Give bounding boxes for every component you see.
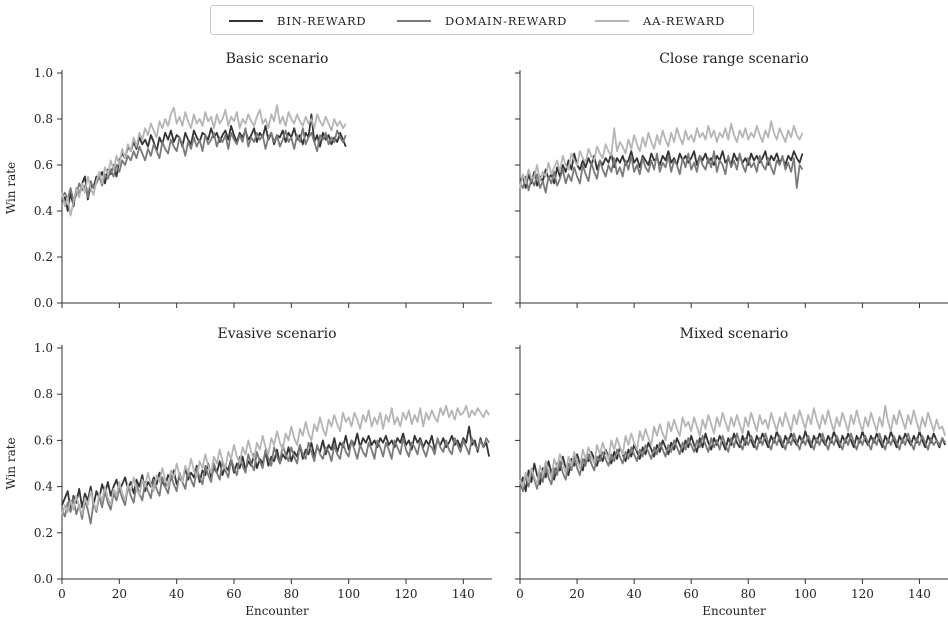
y-axis-label: Win rate — [4, 437, 18, 489]
series-line-domain-reward — [519, 150, 804, 194]
panel-title: Basic scenario — [226, 51, 329, 67]
x-tick-label: 20 — [569, 587, 584, 601]
legend-swatch-aa-reward — [595, 20, 629, 22]
x-tick-label: 0 — [58, 587, 66, 601]
x-tick-label: 120 — [395, 587, 418, 601]
y-tick-label: 0.2 — [34, 526, 53, 540]
series-line-aa-reward — [519, 120, 804, 189]
x-tick-label: 100 — [794, 587, 817, 601]
legend-item-bin-reward: BIN-REWARD — [229, 13, 366, 29]
legend-item-aa-reward: AA-REWARD — [595, 13, 725, 29]
panel-mixed-scenario: 0 20 40 60 80 100 120 140 Mixed scenario Encounte… — [515, 326, 948, 618]
series-line-bin-reward — [61, 425, 490, 511]
legend-label-bin-reward: BIN-REWARD — [277, 14, 367, 28]
y-tick-label: 1.0 — [34, 66, 53, 80]
x-tick-label: 60 — [226, 587, 241, 601]
x-tick-label: 40 — [626, 587, 641, 601]
series-line-aa-reward — [61, 104, 347, 217]
panel-title: Evasive scenario — [217, 326, 336, 342]
panel-basic-scenario: 0.0 0.2 0.4 0.6 0.8 1.0 Basic scenario Win rate — [4, 51, 492, 310]
legend-item-domain-reward: DOMAIN-REWARD — [397, 13, 567, 29]
series-line-aa-reward — [519, 404, 946, 488]
y-tick-label: 0.4 — [34, 204, 53, 218]
x-tick-label: 40 — [169, 587, 184, 601]
x-tick-label: 80 — [741, 587, 756, 601]
legend: BIN-REWARD DOMAIN-REWARD AA-REWARD — [210, 5, 754, 35]
panel-close-range-scenario: Close range scenario — [515, 51, 948, 308]
y-tick-label: 0.8 — [34, 387, 53, 401]
x-tick-label: 60 — [684, 587, 699, 601]
legend-label-domain-reward: DOMAIN-REWARD — [445, 14, 568, 28]
panel-evasive-scenario: 0.0 0.2 0.4 0.6 0.8 1.0 0 20 40 60 80 100 120 140 Evas… — [4, 326, 492, 618]
panel-title: Close range scenario — [659, 51, 809, 67]
x-tick-label: 140 — [452, 587, 475, 601]
y-tick-label: 1.0 — [34, 341, 53, 355]
legend-label-aa-reward: AA-REWARD — [643, 14, 726, 28]
series-line-domain-reward — [61, 437, 490, 525]
series-line-aa-reward — [61, 404, 490, 516]
x-tick-label: 20 — [112, 587, 127, 601]
legend-swatch-bin-reward — [229, 20, 263, 22]
legend-swatch-domain-reward — [397, 20, 431, 22]
series-line-domain-reward — [61, 127, 347, 203]
y-tick-label: 0.2 — [34, 250, 53, 264]
x-tick-label: 0 — [516, 587, 524, 601]
y-tick-label: 0.0 — [34, 572, 53, 586]
y-tick-label: 0.4 — [34, 480, 53, 494]
panel-title: Mixed scenario — [680, 326, 789, 342]
x-axis-label: Encounter — [245, 604, 309, 618]
x-tick-label: 100 — [337, 587, 360, 601]
y-tick-label: 0.0 — [34, 296, 53, 310]
x-tick-label: 140 — [908, 587, 931, 601]
y-tick-label: 0.8 — [34, 112, 53, 126]
x-tick-label: 80 — [284, 587, 299, 601]
x-tick-label: 120 — [851, 587, 874, 601]
y-tick-label: 0.6 — [34, 433, 53, 447]
y-axis-label: Win rate — [4, 162, 18, 214]
y-tick-label: 0.6 — [34, 158, 53, 172]
series-line-domain-reward — [519, 432, 946, 493]
x-axis-label: Encounter — [702, 604, 766, 618]
